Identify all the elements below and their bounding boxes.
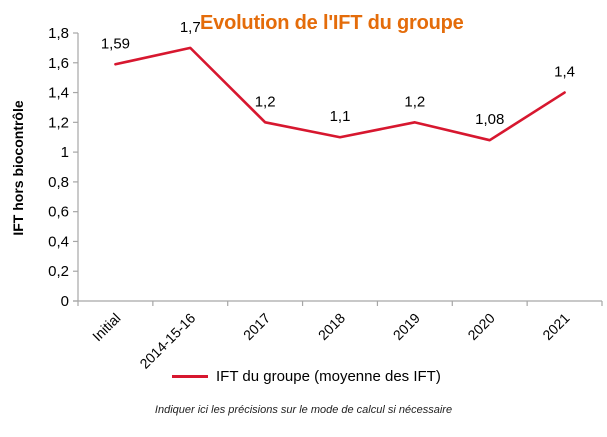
y-axis: 0 0,2 0,4 0,6 0,8 1 1,2 1,4 1,6 1,8 — [48, 25, 79, 310]
x-tick-label: 2020 — [464, 310, 497, 343]
x-tick-label: 2014-15-16 — [136, 310, 198, 372]
x-tick-label: Initial — [89, 310, 123, 344]
y-tick-label: 1,6 — [48, 55, 69, 72]
data-label: 1,2 — [404, 93, 425, 110]
data-label: 1,2 — [255, 93, 276, 110]
y-tick-label: 0 — [61, 293, 69, 310]
x-tick-label: 2017 — [240, 310, 273, 343]
data-label: 1,7 — [180, 19, 201, 36]
series-ift-du-groupe — [114, 46, 566, 142]
data-label: 1,4 — [554, 64, 575, 81]
x-tick-label: 2021 — [539, 310, 572, 343]
data-label: 1,1 — [330, 108, 351, 125]
y-tick-label: 1,8 — [48, 25, 69, 42]
data-labels: 1,59 1,7 1,2 1,1 1,2 1,08 1,4 — [101, 19, 575, 128]
legend-label: IFT du groupe (moyenne des IFT) — [216, 368, 441, 385]
x-tick-label: 2019 — [390, 310, 423, 343]
y-axis-title: IFT hors biocontrôle — [10, 100, 26, 236]
data-label: 1,08 — [475, 111, 504, 128]
legend-line-icon — [172, 375, 208, 378]
calculation-note: Indiquer ici les précisions sur le mode … — [154, 404, 453, 416]
legend: IFT du groupe (moyenne des IFT) — [172, 368, 441, 385]
y-tick-label: 1 — [61, 144, 69, 161]
y-tick-label: 0,4 — [48, 233, 69, 250]
x-axis — [73, 300, 603, 306]
y-tick-label: 0,2 — [48, 263, 69, 280]
y-tick-label: 1,2 — [48, 114, 69, 131]
x-tick-labels: Initial 2014-15-16 2017 2018 2019 2020 2021 — [89, 310, 573, 372]
series-line — [114, 46, 566, 142]
y-tick-label: 0,8 — [48, 174, 69, 191]
x-tick-label: 2018 — [315, 310, 348, 343]
y-tick-label: 1,4 — [48, 85, 69, 102]
y-tick-label: 0,6 — [48, 204, 69, 221]
data-label: 1,59 — [101, 35, 130, 52]
chart-title: Evolution de l'IFT du groupe — [200, 12, 464, 34]
